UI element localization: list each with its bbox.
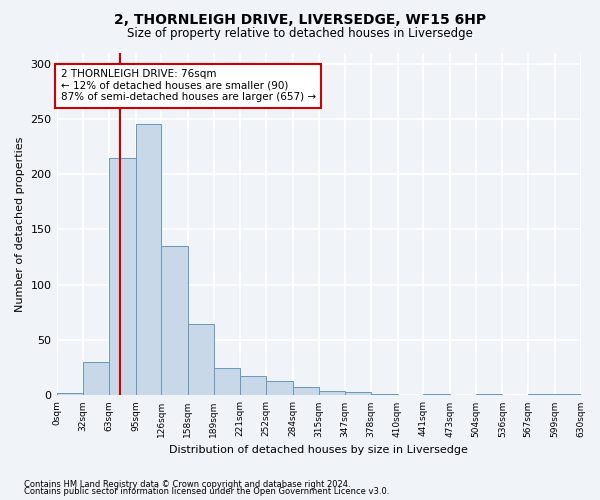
Bar [136,124,161,396]
Bar [188,324,214,396]
Bar [56,393,83,396]
Bar [241,376,266,396]
X-axis label: Distribution of detached houses by size in Liversedge: Distribution of detached houses by size … [169,445,468,455]
Y-axis label: Number of detached properties: Number of detached properties [15,136,25,312]
Bar [319,391,345,396]
Bar [266,381,293,396]
Text: 2 THORNLEIGH DRIVE: 76sqm
← 12% of detached houses are smaller (90)
87% of semi-: 2 THORNLEIGH DRIVE: 76sqm ← 12% of detac… [61,69,316,102]
Bar [476,394,502,396]
Bar [555,394,581,396]
Bar [161,246,188,396]
Bar [424,394,450,396]
Bar [214,368,241,396]
Bar [83,362,109,396]
Bar [293,386,319,396]
Bar [528,394,555,396]
Text: Contains HM Land Registry data © Crown copyright and database right 2024.: Contains HM Land Registry data © Crown c… [24,480,350,489]
Text: 2, THORNLEIGH DRIVE, LIVERSEDGE, WF15 6HP: 2, THORNLEIGH DRIVE, LIVERSEDGE, WF15 6H… [114,12,486,26]
Bar [109,158,136,396]
Text: Size of property relative to detached houses in Liversedge: Size of property relative to detached ho… [127,28,473,40]
Text: Contains public sector information licensed under the Open Government Licence v3: Contains public sector information licen… [24,487,389,496]
Bar [371,394,398,396]
Bar [345,392,371,396]
